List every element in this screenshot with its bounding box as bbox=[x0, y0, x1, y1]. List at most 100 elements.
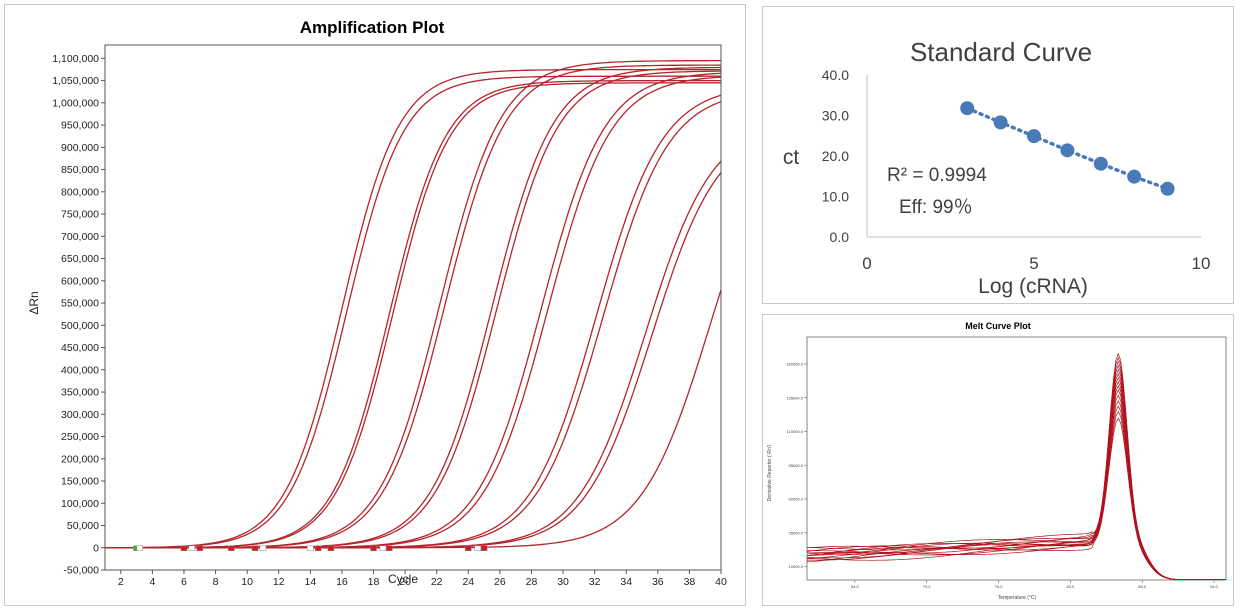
amplification-curve-14 bbox=[105, 172, 721, 549]
threshold-marker bbox=[228, 545, 235, 552]
amplification-curve-2 bbox=[105, 75, 721, 549]
amplification-plot-frame bbox=[104, 44, 722, 571]
standard-curve-y-tick-label: 30.0 bbox=[822, 108, 849, 124]
threshold-marker bbox=[307, 545, 314, 552]
amplification-y-tick-label: 600,000 bbox=[61, 275, 99, 287]
amplification-curve-9 bbox=[105, 72, 721, 549]
amplification-x-tick-label: 6 bbox=[181, 576, 187, 588]
standard-curve-x-tick-label: 10 bbox=[1192, 254, 1211, 273]
amplification-x-tick-label: 10 bbox=[241, 576, 253, 588]
standard-curve-point-2 bbox=[993, 115, 1008, 130]
amplification-x-tick-label: 8 bbox=[213, 576, 219, 588]
melt-x-tick-label: 88.0 bbox=[1138, 584, 1147, 589]
amplification-curve-1 bbox=[105, 68, 721, 549]
melt-x-axis-label: Temperature (°C) bbox=[998, 595, 1037, 601]
standard-curve-point-6 bbox=[1127, 169, 1142, 184]
threshold-marker bbox=[474, 545, 482, 552]
amplification-y-tick-label: 450,000 bbox=[61, 342, 99, 354]
melt-y-tick-label: 10000.0 bbox=[789, 564, 804, 569]
amplification-x-tick-label: 18 bbox=[368, 576, 380, 588]
amplification-x-tick-label: 12 bbox=[273, 576, 285, 588]
standard-curve-x-tick-label: 0 bbox=[862, 254, 871, 273]
amplification-curve-15 bbox=[105, 289, 721, 549]
melt-curve-panel: Melt Curve Plot 10000.0 35000.0 60000.0 850… bbox=[762, 314, 1234, 606]
efficiency-annotation: Eff: 99％ bbox=[899, 197, 973, 218]
amplification-y-tick-label: 650,000 bbox=[61, 253, 99, 265]
melt-x-tick-label: 64.0 bbox=[851, 584, 860, 589]
amplification-y-tick-label: 200,000 bbox=[61, 453, 99, 465]
amplification-x-tick-label: 40 bbox=[715, 576, 727, 588]
standard-curve-y-tick-label: 0.0 bbox=[830, 229, 850, 245]
amplification-x-tick-label: 2 bbox=[118, 576, 124, 588]
amplification-x-tick-label: 20 bbox=[399, 576, 411, 588]
melt-curve-title: Melt Curve Plot bbox=[965, 321, 1031, 331]
standard-curve-point-7 bbox=[1160, 181, 1175, 196]
amplification-y-tick-label: 50,000 bbox=[67, 520, 99, 532]
amplification-y-tick-label: 150,000 bbox=[61, 476, 99, 488]
standard-curve-point-4 bbox=[1060, 143, 1075, 158]
threshold-marker bbox=[259, 545, 267, 552]
melt-y-tick-label: 35000.0 bbox=[789, 530, 804, 535]
standard-curve-x-tick-label: 5 bbox=[1029, 254, 1038, 273]
melt-curve-frame bbox=[806, 336, 1227, 581]
amplification-x-tick-label: 26 bbox=[494, 576, 506, 588]
standard-curve-title: Standard Curve bbox=[910, 37, 1092, 67]
standard-curve-chart: Standard Curve 0.0 10.0 20.0 30.0 40.0 0 5 10 c… bbox=[783, 37, 1211, 298]
amplification-y-tick-label: 900,000 bbox=[61, 142, 99, 154]
amplification-y-tick-label: 250,000 bbox=[61, 431, 99, 443]
amplification-x-tick-label: 22 bbox=[431, 576, 443, 588]
amplification-y-tick-label: 100,000 bbox=[61, 498, 99, 510]
amplification-y-tick-label: 1,100,000 bbox=[52, 53, 99, 65]
amplification-y-tick-label: 850,000 bbox=[61, 164, 99, 176]
melt-x-tick-label: 70.0 bbox=[923, 584, 932, 589]
standard-curve-panel: Standard Curve 0.0 10.0 20.0 30.0 40.0 0 5 10 c… bbox=[762, 6, 1234, 304]
threshold-marker bbox=[136, 545, 143, 552]
amplification-y-tick-label: 700,000 bbox=[61, 231, 99, 243]
amplification-y-tick-label: 950,000 bbox=[61, 120, 99, 132]
amplification-curve-7 bbox=[105, 66, 721, 549]
threshold-marker bbox=[386, 545, 393, 552]
standard-curve-y-tick-label: 10.0 bbox=[822, 189, 849, 205]
amplification-y-tick-label: 350,000 bbox=[61, 387, 99, 399]
amplification-curve-13 bbox=[105, 160, 721, 549]
standard-curve-y-tick-label: 20.0 bbox=[822, 148, 849, 164]
melt-curve-6 bbox=[806, 372, 1226, 580]
standard-curve-x-axis-label: Log (cRNA) bbox=[978, 275, 1088, 298]
standard-curve-point-3 bbox=[1027, 129, 1041, 144]
threshold-marker bbox=[196, 545, 204, 552]
r-squared-annotation: R² = 0.9994 bbox=[887, 165, 987, 186]
melt-y-tick-label: 85000.0 bbox=[789, 463, 804, 468]
amplification-curve-4 bbox=[105, 82, 721, 549]
melt-curve-15 bbox=[806, 417, 1226, 580]
standard-curve-y-tick-label: 40.0 bbox=[822, 67, 849, 83]
amplification-y-tick-label: 750,000 bbox=[61, 209, 99, 221]
amplification-curve-11 bbox=[105, 94, 721, 549]
amplification-x-tick-label: 38 bbox=[684, 576, 696, 588]
melt-curve-chart: Melt Curve Plot 10000.0 35000.0 60000.0 850… bbox=[767, 321, 1227, 601]
melt-curve-2 bbox=[806, 356, 1226, 580]
melt-x-tick-label: 82.0 bbox=[1066, 584, 1075, 589]
melt-x-tick-label: 76.0 bbox=[995, 584, 1004, 589]
amplification-y-tick-label: 300,000 bbox=[61, 409, 99, 421]
amplification-y-tick-label: 0 bbox=[93, 542, 99, 554]
melt-y-tick-label: 135000.0 bbox=[786, 395, 803, 400]
threshold-marker bbox=[251, 545, 259, 552]
standard-curve-point-5 bbox=[1093, 156, 1108, 171]
amplification-x-tick-label: 36 bbox=[652, 576, 664, 588]
amplification-x-tick-label: 30 bbox=[557, 576, 569, 588]
amplification-y-tick-label: 400,000 bbox=[61, 364, 99, 376]
standard-curve-point-1 bbox=[960, 101, 975, 116]
threshold-marker bbox=[379, 545, 387, 552]
melt-y-tick-label: 160000.0 bbox=[786, 362, 803, 367]
amplification-x-tick-label: 32 bbox=[589, 576, 601, 588]
amplification-y-tick-label: 550,000 bbox=[61, 298, 99, 310]
amplification-curve-6 bbox=[105, 64, 721, 549]
threshold-marker bbox=[465, 545, 472, 552]
amplification-x-tick-label: 28 bbox=[526, 576, 538, 588]
amplification-x-tick-label: 24 bbox=[462, 576, 474, 588]
amplification-curve-12 bbox=[105, 101, 721, 549]
amplification-y-tick-label: 1,000,000 bbox=[52, 97, 99, 109]
amplification-plot-chart: Amplification Plot -50,000 0 50,000 100,000… bbox=[27, 18, 727, 588]
threshold-marker bbox=[480, 545, 488, 552]
standard-curve-y-axis-label: ct bbox=[783, 146, 800, 169]
